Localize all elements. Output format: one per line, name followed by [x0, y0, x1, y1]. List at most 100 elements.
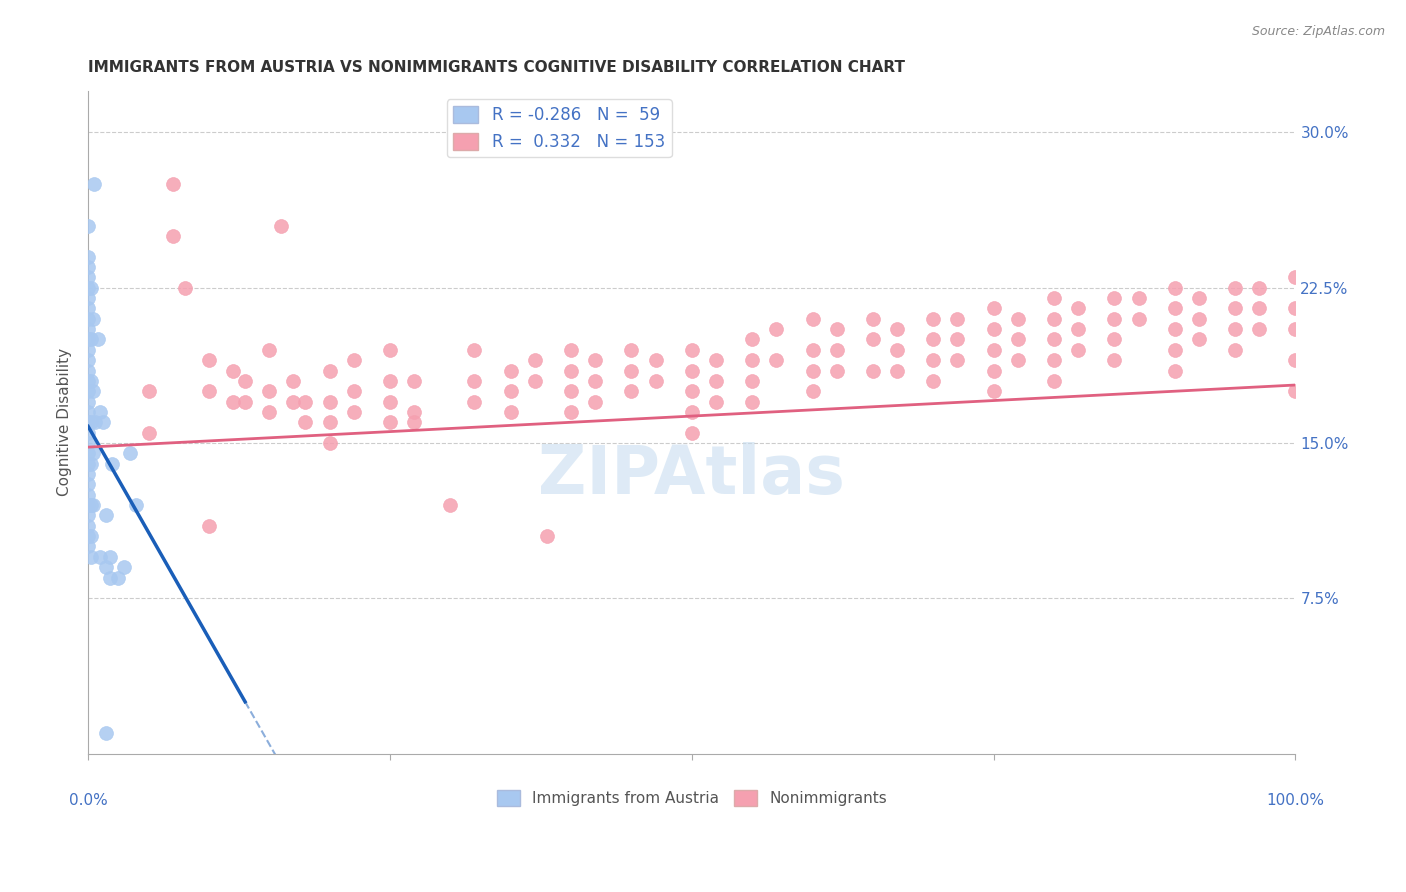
- Point: [77, 333, 100, 347]
- Point: [77, 415, 100, 429]
- Point: [983, 384, 1005, 399]
- Point: [1164, 322, 1187, 336]
- Point: [1043, 333, 1066, 347]
- Point: [378, 374, 401, 388]
- Point: [84, 415, 107, 429]
- Point: [644, 374, 666, 388]
- Point: [77, 363, 100, 377]
- Legend: Immigrants from Austria, Nonimmigrants: Immigrants from Austria, Nonimmigrants: [491, 784, 893, 812]
- Point: [922, 353, 945, 368]
- Point: [862, 363, 884, 377]
- Point: [378, 394, 401, 409]
- Point: [233, 394, 256, 409]
- Point: [343, 384, 366, 399]
- Point: [620, 343, 643, 357]
- Point: [138, 384, 160, 399]
- Point: [257, 405, 280, 419]
- Point: [77, 291, 100, 305]
- Point: [1284, 353, 1306, 368]
- Point: [1188, 333, 1211, 347]
- Point: [222, 363, 245, 377]
- Point: [318, 415, 340, 429]
- Point: [77, 250, 100, 264]
- Point: [523, 353, 546, 368]
- Point: [1104, 311, 1126, 326]
- Point: [83, 178, 105, 192]
- Text: ZIPAtlas: ZIPAtlas: [538, 442, 845, 508]
- Point: [77, 394, 100, 409]
- Point: [681, 384, 703, 399]
- Y-axis label: Cognitive Disability: Cognitive Disability: [58, 348, 72, 496]
- Point: [1249, 322, 1271, 336]
- Point: [704, 374, 727, 388]
- Point: [1284, 384, 1306, 399]
- Point: [1223, 322, 1246, 336]
- Point: [77, 374, 100, 388]
- Point: [463, 394, 485, 409]
- Point: [82, 311, 104, 326]
- Point: [77, 508, 100, 523]
- Point: [125, 498, 148, 512]
- Point: [741, 333, 763, 347]
- Point: [1043, 311, 1066, 326]
- Point: [79, 374, 101, 388]
- Point: [1128, 311, 1150, 326]
- Point: [138, 425, 160, 440]
- Point: [283, 374, 305, 388]
- Point: [983, 363, 1005, 377]
- Point: [946, 311, 969, 326]
- Point: [741, 353, 763, 368]
- Point: [499, 363, 522, 377]
- Point: [79, 529, 101, 543]
- Point: [96, 560, 118, 574]
- Point: [257, 343, 280, 357]
- Point: [343, 353, 366, 368]
- Point: [560, 363, 582, 377]
- Point: [681, 405, 703, 419]
- Point: [120, 446, 142, 460]
- Point: [922, 374, 945, 388]
- Point: [801, 384, 824, 399]
- Point: [112, 560, 135, 574]
- Point: [98, 570, 121, 584]
- Point: [77, 322, 100, 336]
- Point: [1164, 301, 1187, 316]
- Point: [270, 219, 292, 233]
- Point: [294, 394, 316, 409]
- Point: [79, 281, 101, 295]
- Point: [1104, 353, 1126, 368]
- Point: [222, 394, 245, 409]
- Point: [77, 405, 100, 419]
- Point: [77, 477, 100, 491]
- Point: [1067, 301, 1090, 316]
- Point: [1007, 311, 1029, 326]
- Point: [79, 549, 101, 564]
- Point: [1223, 281, 1246, 295]
- Point: [886, 343, 908, 357]
- Point: [82, 446, 104, 460]
- Point: [79, 457, 101, 471]
- Point: [801, 311, 824, 326]
- Point: [765, 322, 787, 336]
- Point: [983, 322, 1005, 336]
- Point: [560, 405, 582, 419]
- Point: [681, 425, 703, 440]
- Point: [77, 467, 100, 481]
- Point: [1007, 333, 1029, 347]
- Point: [1284, 270, 1306, 285]
- Point: [536, 529, 558, 543]
- Point: [77, 498, 100, 512]
- Point: [825, 343, 848, 357]
- Point: [1188, 291, 1211, 305]
- Point: [77, 436, 100, 450]
- Point: [1223, 301, 1246, 316]
- Point: [946, 333, 969, 347]
- Point: [1249, 281, 1271, 295]
- Point: [983, 343, 1005, 357]
- Point: [107, 570, 129, 584]
- Point: [404, 405, 426, 419]
- Point: [294, 415, 316, 429]
- Point: [922, 311, 945, 326]
- Point: [583, 353, 606, 368]
- Point: [560, 384, 582, 399]
